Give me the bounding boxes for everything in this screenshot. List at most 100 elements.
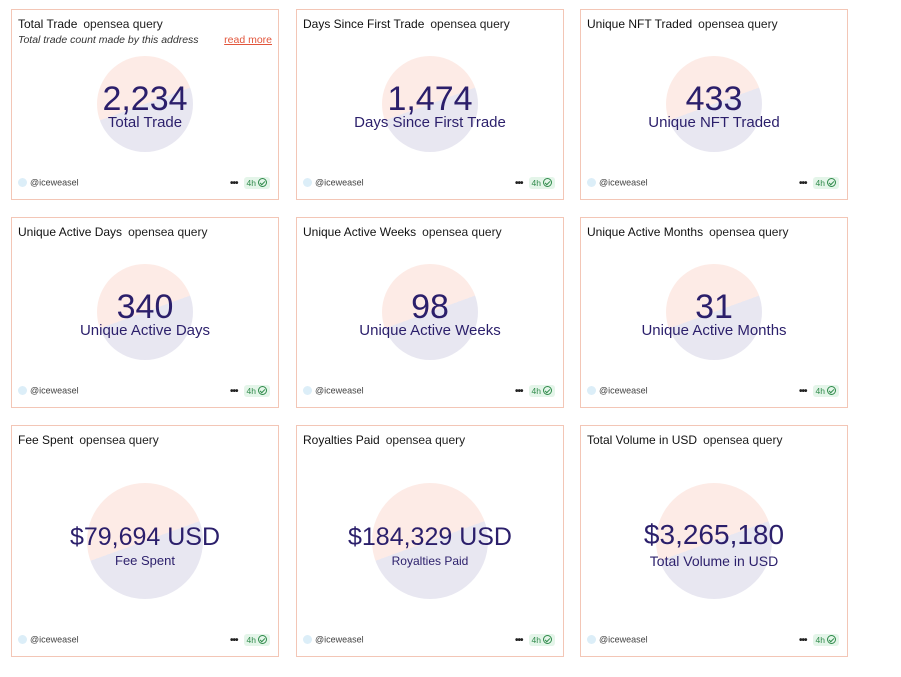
counter-card-total-volume-usd: Total Volume in USD opensea query $3,265,… (580, 425, 848, 657)
counter-label: Unique Active Months (641, 322, 787, 339)
query-name[interactable]: opensea query (385, 433, 466, 447)
query-name[interactable]: opensea query (79, 433, 159, 447)
author-name[interactable]: @iceweasel (599, 634, 648, 645)
counter-label: Days Since First Trade (354, 114, 506, 131)
avatar[interactable] (587, 386, 596, 396)
counter-label: Unique Active Days (79, 322, 211, 339)
counter-label: Unique NFT Traded (648, 114, 780, 131)
card-header: Unique Active Weeks opensea query (303, 225, 557, 239)
freshness-badge[interactable]: 4h (243, 385, 270, 397)
age-text: 4h (815, 386, 825, 396)
card-title[interactable]: Royalties Paid (303, 433, 380, 447)
decorative-circle (666, 56, 762, 152)
avatar[interactable] (303, 635, 312, 645)
author-name[interactable]: @iceweasel (315, 385, 364, 396)
decorative-circle (97, 56, 193, 152)
query-name[interactable]: opensea query (709, 225, 789, 239)
freshness-badge[interactable]: 4h (528, 634, 555, 646)
more-options-icon[interactable]: ••• (799, 385, 807, 397)
age-text: 4h (531, 178, 541, 188)
counter-value: $3,265,180 (643, 519, 785, 550)
author-name[interactable]: @iceweasel (599, 177, 648, 188)
card-footer: @iceweasel ••• 4h (587, 177, 839, 191)
author-name[interactable]: @iceweasel (30, 385, 79, 396)
avatar[interactable] (18, 178, 27, 188)
author-name[interactable]: @iceweasel (30, 177, 79, 188)
counter-value: 98 (411, 288, 449, 326)
counter-card-royalties-paid: Royalties Paid opensea query $184,329 USD… (296, 425, 564, 657)
check-circle-icon (543, 386, 552, 395)
author-name[interactable]: @iceweasel (315, 634, 364, 645)
age-text: 4h (246, 178, 256, 188)
card-header: Unique Active Days opensea query (18, 225, 272, 239)
avatar[interactable] (587, 635, 596, 645)
more-options-icon[interactable]: ••• (230, 177, 238, 189)
card-footer: @iceweasel ••• 4h (587, 385, 839, 399)
counter-value: 340 (116, 288, 174, 326)
card-title[interactable]: Unique Active Weeks (303, 225, 417, 239)
freshness-badge[interactable]: 4h (528, 385, 555, 397)
card-title[interactable]: Unique NFT Traded (587, 17, 693, 31)
query-name[interactable]: opensea query (698, 17, 778, 31)
more-options-icon[interactable]: ••• (799, 177, 807, 189)
freshness-badge[interactable]: 4h (812, 177, 839, 189)
author-name[interactable]: @iceweasel (30, 634, 79, 645)
more-options-icon[interactable]: ••• (230, 385, 238, 397)
more-options-icon[interactable]: ••• (230, 634, 238, 646)
query-name[interactable]: opensea query (83, 17, 163, 31)
age-text: 4h (815, 635, 825, 645)
check-circle-icon (543, 178, 552, 187)
author-name[interactable]: @iceweasel (315, 177, 364, 188)
counter-card-days-since-first-trade: Days Since First Trade opensea query 1,47… (296, 9, 564, 200)
card-title[interactable]: Days Since First Trade (303, 17, 425, 31)
freshness-badge[interactable]: 4h (243, 634, 270, 646)
more-options-icon[interactable]: ••• (799, 634, 807, 646)
check-circle-icon (827, 386, 836, 395)
avatar[interactable] (303, 178, 312, 188)
counter-label: Total Trade (107, 114, 183, 131)
card-title[interactable]: Total Volume in USD (587, 433, 698, 447)
counter-card-unique-active-months: Unique Active Months opensea query 31 Uni… (580, 217, 848, 408)
freshness-badge[interactable]: 4h (528, 177, 555, 189)
card-footer: @iceweasel ••• 4h (303, 634, 555, 648)
freshness-badge[interactable]: 4h (812, 385, 839, 397)
card-header: Royalties Paid opensea query (303, 433, 557, 447)
card-footer: @iceweasel ••• 4h (18, 634, 270, 648)
counter-card-fee-spent: Fee Spent opensea query $79,694 USD Fee S… (11, 425, 279, 657)
check-circle-icon (258, 386, 267, 395)
avatar[interactable] (587, 178, 596, 188)
read-more-link[interactable]: read more (222, 34, 272, 46)
query-name[interactable]: opensea query (128, 225, 208, 239)
more-options-icon[interactable]: ••• (515, 177, 523, 189)
freshness-badge[interactable]: 4h (243, 177, 270, 189)
counter-value: 31 (695, 288, 733, 326)
query-name[interactable]: opensea query (703, 433, 783, 447)
author-name[interactable]: @iceweasel (599, 385, 648, 396)
query-name[interactable]: opensea query (430, 17, 510, 31)
decorative-circle (97, 264, 193, 360)
decorative-circle (656, 483, 772, 599)
counter-card-unique-active-days: Unique Active Days opensea query 340 Uniq… (11, 217, 279, 408)
freshness-badge[interactable]: 4h (812, 634, 839, 646)
more-options-icon[interactable]: ••• (515, 634, 523, 646)
card-title[interactable]: Unique Active Months (587, 225, 704, 239)
check-circle-icon (258, 178, 267, 187)
card-title[interactable]: Fee Spent (18, 433, 74, 447)
age-text: 4h (246, 635, 256, 645)
avatar[interactable] (18, 386, 27, 396)
decorative-circle (382, 264, 478, 360)
counter-label: Total Volume in USD (649, 553, 779, 569)
counter-label: Fee Spent (115, 553, 175, 568)
avatar[interactable] (303, 386, 312, 396)
counter-label: Unique Active Weeks (359, 322, 501, 339)
card-title[interactable]: Unique Active Days (18, 225, 123, 239)
counter-value: 1,474 (387, 80, 473, 118)
description-text: Total trade count made by this address (18, 34, 199, 46)
more-options-icon[interactable]: ••• (515, 385, 523, 397)
age-text: 4h (531, 386, 541, 396)
avatar[interactable] (18, 635, 27, 645)
card-title[interactable]: Total Trade (18, 17, 78, 31)
query-name[interactable]: opensea query (422, 225, 502, 239)
check-circle-icon (827, 178, 836, 187)
card-footer: @iceweasel ••• 4h (587, 634, 839, 648)
